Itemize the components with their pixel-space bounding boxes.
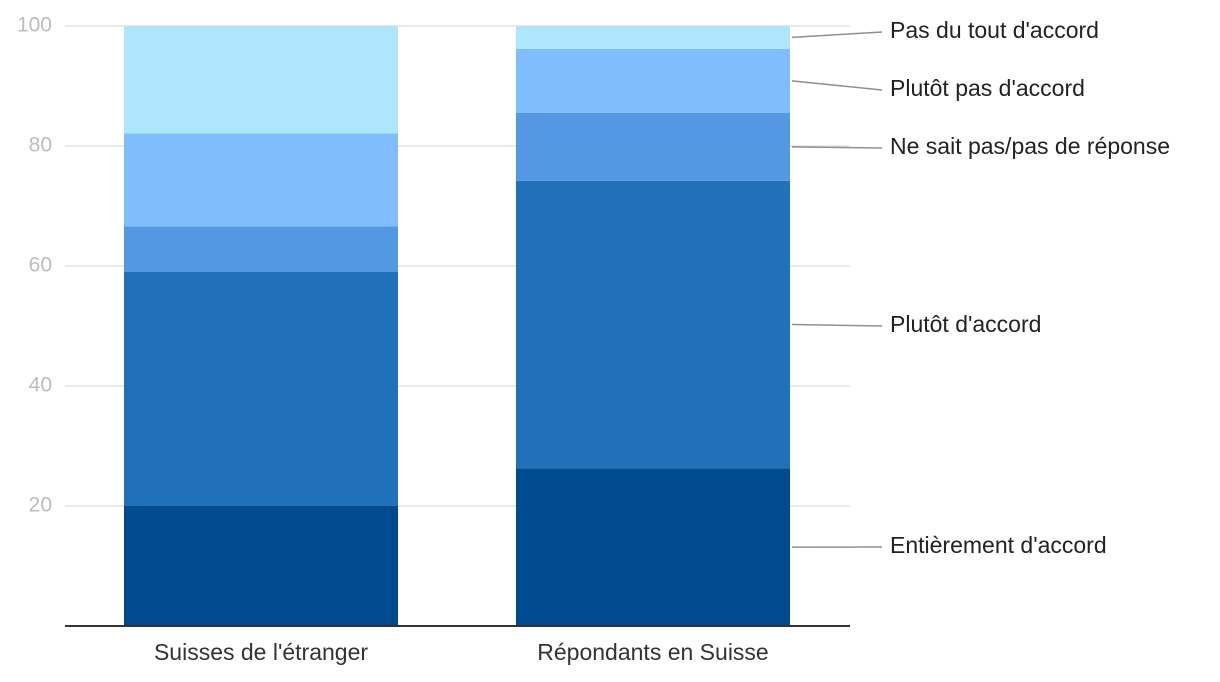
y-tick-label: 20 [29, 494, 52, 517]
leader-line-ne-sait-pas-pas-de-reponse [791, 146, 883, 149]
leader-line-pas-du-tout-d-accord [791, 31, 883, 39]
bar-segment-ne-sait-pas-pas-de-reponse [124, 226, 398, 272]
series-labels: Entièrement d'accord Plutôt d'accord Ne sa… [791, 17, 1170, 558]
y-tick-label: 60 [29, 254, 52, 277]
bars [124, 26, 790, 626]
x-axis-ticks: Suisses de l'étranger Répondants en Suiss… [154, 639, 769, 665]
bar-segment-ne-sait-pas-pas-de-reponse [516, 113, 790, 181]
bar-segment-entierement-d-accord [124, 506, 398, 626]
bar-segment-plutot-d-accord [124, 272, 398, 506]
series-label-ne-sait-pas-pas-de-reponse: Ne sait pas/pas de réponse [890, 133, 1170, 159]
bar-segment-entierement-d-accord [516, 468, 790, 626]
series-label-entierement-d-accord: Entièrement d'accord [890, 532, 1107, 558]
x-tick-label: Suisses de l'étranger [154, 639, 368, 665]
y-tick-label: 80 [29, 134, 52, 157]
bar-segment-plutot-pas-d-accord [516, 48, 790, 113]
leader-line-plutot-d-accord [791, 323, 883, 327]
x-tick-label: Répondants en Suisse [537, 639, 768, 665]
y-tick-label: 100 [17, 14, 52, 37]
y-tick-label: 40 [29, 374, 52, 397]
series-label-plutot-pas-d-accord: Plutôt pas d'accord [890, 75, 1085, 101]
y-axis-ticks: 20 40 60 80 100 [17, 14, 52, 517]
bar-segment-plutot-d-accord [516, 180, 790, 469]
leader-line-plutot-pas-d-accord [791, 80, 883, 91]
bar-segment-pas-du-tout-d-accord [124, 26, 398, 134]
series-label-plutot-d-accord: Plutôt d'accord [890, 311, 1041, 337]
bar-segment-plutot-pas-d-accord [124, 133, 398, 227]
series-label-pas-du-tout-d-accord: Pas du tout d'accord [890, 17, 1099, 43]
bar-segment-pas-du-tout-d-accord [516, 26, 790, 49]
